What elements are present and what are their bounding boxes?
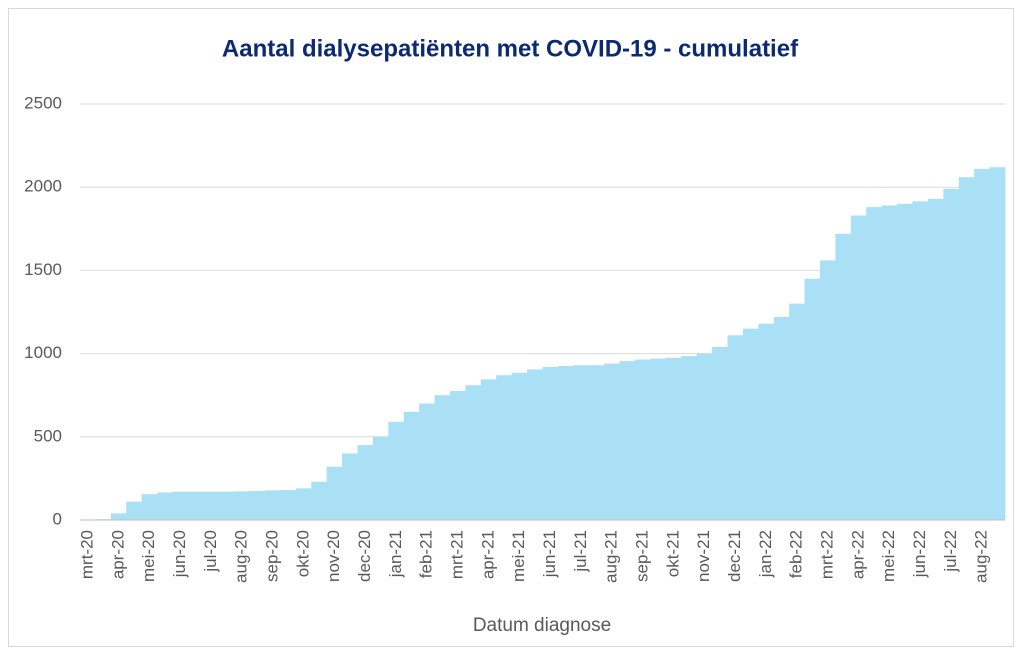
- x-tick-label: jan-21: [386, 530, 405, 578]
- bar: [897, 203, 913, 520]
- bar: [835, 233, 852, 521]
- bar: [110, 513, 127, 520]
- x-tick-label: nov-21: [694, 530, 713, 582]
- bar: [280, 490, 297, 520]
- bar: [989, 167, 1006, 520]
- x-tick-label: nov-20: [324, 530, 343, 582]
- bar: [511, 372, 528, 520]
- bar: [619, 361, 636, 520]
- bar: [187, 491, 204, 520]
- bar: [342, 453, 358, 520]
- bar: [773, 316, 790, 520]
- x-tick-label: aug-21: [602, 530, 621, 583]
- bar: [727, 335, 744, 520]
- x-tick-label: sep-21: [632, 530, 651, 582]
- y-tick-label: 2000: [24, 177, 62, 196]
- x-tick-label: apr-20: [108, 530, 127, 579]
- x-tick-label: dec-20: [355, 530, 374, 582]
- bar: [434, 395, 451, 520]
- bar: [388, 421, 405, 520]
- x-tick-label: sep-20: [262, 530, 281, 582]
- bar: [943, 188, 960, 520]
- bar: [126, 501, 143, 520]
- x-tick-label: jun-22: [910, 530, 929, 578]
- bar: [758, 323, 775, 520]
- bar: [357, 445, 374, 520]
- x-tick-label: jul-22: [941, 530, 960, 573]
- y-tick-label: 500: [34, 426, 62, 445]
- x-tick-label: mrt-21: [447, 530, 466, 579]
- bar: [527, 369, 543, 520]
- y-tick-label: 1500: [24, 260, 62, 279]
- x-tick-label: feb-21: [417, 530, 436, 578]
- bar: [635, 359, 651, 520]
- bar: [496, 375, 513, 520]
- x-tick-label: feb-22: [787, 530, 806, 578]
- x-axis-title: Datum diagnose: [473, 615, 611, 636]
- bar: [372, 436, 389, 520]
- x-tick-label: okt-20: [293, 530, 312, 577]
- bar: [665, 357, 682, 520]
- x-tick-label: mei-20: [139, 530, 158, 582]
- chart-title: Aantal dialysepatiënten met COVID-19 - c…: [222, 35, 799, 62]
- bar: [311, 481, 328, 520]
- x-tick-label: mei-22: [879, 530, 898, 582]
- bar: [172, 491, 189, 520]
- bar: [742, 328, 759, 520]
- x-tick-label: aug-22: [972, 530, 991, 583]
- x-tick-label: apr-21: [478, 530, 497, 579]
- bar: [557, 366, 574, 520]
- x-tick-label: jul-21: [571, 530, 590, 573]
- x-tick-label: jan-22: [756, 530, 775, 578]
- bar: [326, 466, 343, 520]
- bar: [927, 198, 944, 520]
- x-tick-label: jun-20: [170, 530, 189, 578]
- bar: [465, 385, 482, 520]
- x-tick-label: apr-22: [848, 530, 867, 579]
- bar: [789, 303, 805, 520]
- bar: [681, 356, 698, 520]
- x-tick-label: jul-20: [201, 530, 220, 573]
- bar: [403, 411, 420, 520]
- bar: [820, 260, 836, 520]
- bar: [696, 353, 713, 520]
- bar: [157, 492, 173, 520]
- bar: [588, 365, 605, 520]
- bar: [295, 488, 312, 520]
- x-tick-label: dec-21: [725, 530, 744, 582]
- bar: [804, 278, 821, 520]
- bar: [265, 490, 281, 520]
- x-tick-label: aug-20: [232, 530, 251, 583]
- bar: [450, 391, 466, 520]
- x-tick-label: okt-21: [663, 530, 682, 577]
- bar: [480, 379, 497, 520]
- bar: [249, 490, 266, 520]
- bar: [604, 363, 620, 520]
- bar: [850, 215, 867, 520]
- bar: [218, 491, 235, 520]
- bar: [958, 177, 975, 520]
- bar: [573, 365, 590, 520]
- y-tick-label: 0: [53, 509, 62, 528]
- y-tick-label: 2500: [24, 93, 62, 112]
- bar: [650, 358, 667, 520]
- bar: [866, 207, 883, 520]
- bar: [141, 494, 158, 520]
- bar: [881, 205, 898, 520]
- x-tick-label: jun-21: [540, 530, 559, 578]
- y-tick-label: 1000: [24, 343, 62, 362]
- bar: [419, 403, 435, 520]
- x-tick-label: mrt-20: [77, 530, 96, 579]
- bar: [974, 168, 990, 520]
- bar: [203, 491, 220, 520]
- bar: [234, 491, 250, 520]
- bar: [712, 346, 728, 520]
- x-tick-label: mei-21: [509, 530, 528, 582]
- bar: [542, 366, 559, 520]
- bar: [912, 201, 929, 520]
- x-tick-label: mrt-22: [817, 530, 836, 579]
